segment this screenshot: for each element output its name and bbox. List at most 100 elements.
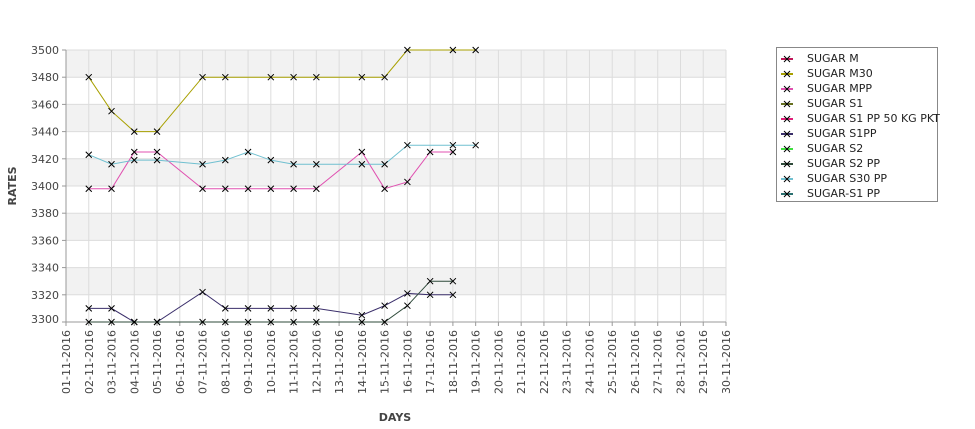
legend-marker-icon	[783, 55, 791, 62]
data-point-marker	[244, 185, 252, 193]
data-point-marker	[404, 178, 411, 186]
data-point-marker	[267, 318, 275, 326]
legend-item: SUGAR-S1 PP	[781, 186, 937, 201]
data-point-marker	[290, 305, 297, 312]
series-sugar-mpp	[85, 148, 457, 193]
data-point-marker	[130, 148, 138, 156]
data-point-marker	[449, 277, 457, 285]
y-tick-label: 3320	[31, 289, 59, 302]
data-point-marker	[472, 141, 480, 149]
y-tick-label: 3480	[31, 71, 59, 84]
x-tick-label: 13-11-2016	[333, 330, 346, 394]
data-point-marker	[404, 302, 411, 310]
x-tick-label: 20-11-2016	[492, 330, 505, 394]
grid-band	[66, 104, 726, 132]
data-point-marker	[290, 318, 297, 326]
y-tick-label: 3440	[31, 126, 59, 139]
legend-marker-icon	[783, 85, 791, 92]
x-tick-label: 27-11-2016	[652, 330, 665, 394]
data-point-marker	[244, 305, 252, 312]
data-point-marker	[199, 73, 206, 81]
legend: SUGAR M SUGAR M30 SUGAR MPP SUGAR S1 SUGAR S…	[776, 47, 940, 202]
data-point-marker	[221, 73, 229, 81]
series-sugar-m30	[85, 46, 480, 135]
legend-label: SUGAR S1 PP 50 KG PKT	[807, 112, 940, 125]
legend-swatch-icon	[781, 130, 793, 137]
y-tick-label: 3300	[31, 313, 59, 326]
data-point-marker	[108, 160, 115, 168]
data-point-marker	[108, 107, 115, 115]
data-point-marker	[358, 148, 366, 156]
legend-swatch-icon	[781, 55, 793, 62]
x-tick-label: 29-11-2016	[697, 330, 710, 394]
y-tick-label: 3460	[31, 98, 59, 111]
data-point-marker	[153, 318, 161, 326]
data-point-marker	[108, 318, 115, 326]
data-point-marker	[85, 73, 93, 81]
data-point-marker	[130, 156, 138, 164]
series-line	[88, 49, 476, 133]
data-point-marker	[426, 148, 434, 156]
data-point-marker	[221, 318, 229, 326]
data-point-marker	[290, 73, 297, 81]
data-point-marker	[358, 311, 366, 319]
data-point-marker	[153, 156, 161, 164]
x-tick-label: 14-11-2016	[356, 330, 369, 394]
legend-marker-icon	[783, 100, 791, 107]
x-tick-label: 15-11-2016	[379, 330, 392, 394]
x-axis-label: DAYS	[379, 411, 412, 424]
data-point-marker	[221, 156, 229, 164]
data-point-marker	[449, 148, 457, 156]
legend-item: SUGAR S1PP	[781, 126, 937, 141]
data-point-marker	[267, 305, 275, 312]
y-tick-label: 3420	[31, 153, 59, 166]
x-tick-label: 22-11-2016	[538, 330, 551, 394]
legend-marker-icon	[783, 130, 791, 137]
data-point-marker	[426, 277, 434, 285]
x-tick-label: 06-11-2016	[174, 330, 187, 394]
y-axis-label: RATES	[6, 166, 19, 205]
data-point-marker	[404, 46, 411, 54]
legend-marker-icon	[783, 175, 791, 182]
legend-label: SUGAR S30 PP	[807, 172, 887, 185]
data-point-marker	[130, 128, 138, 135]
legend-marker-icon	[783, 190, 791, 197]
x-tick-label: 04-11-2016	[128, 330, 141, 394]
legend-item: SUGAR S1	[781, 96, 937, 111]
data-point-marker	[221, 185, 229, 193]
x-tick-label: 28-11-2016	[674, 330, 687, 394]
data-point-marker	[381, 73, 388, 81]
legend-swatch-icon	[781, 70, 793, 77]
x-tick-label: 05-11-2016	[151, 330, 164, 394]
x-tick-label: 12-11-2016	[310, 330, 323, 394]
x-tick-label: 08-11-2016	[219, 330, 232, 394]
data-point-marker	[381, 160, 388, 168]
legend-label: SUGAR S2 PP	[807, 157, 880, 170]
legend-label: SUGAR M30	[807, 67, 873, 80]
legend-label: SUGAR S1	[807, 97, 864, 110]
y-tick-label: 3380	[31, 207, 59, 220]
x-tick-label: 23-11-2016	[561, 330, 574, 394]
data-point-marker	[312, 185, 320, 193]
data-point-marker	[312, 305, 320, 312]
series-sugar-s30-pp	[85, 141, 480, 168]
data-point-marker	[267, 185, 275, 193]
legend-label: SUGAR S1PP	[807, 127, 877, 140]
data-point-marker	[358, 73, 366, 81]
x-tick-label: 07-11-2016	[197, 330, 210, 394]
data-point-marker	[312, 160, 320, 168]
data-point-marker	[130, 318, 138, 326]
x-tick-label: 19-11-2016	[470, 330, 483, 394]
data-point-marker	[449, 291, 457, 299]
legend-item: SUGAR MPP	[781, 81, 937, 96]
data-point-marker	[312, 318, 320, 326]
legend-label: SUGAR M	[807, 52, 859, 65]
data-point-marker	[199, 288, 206, 296]
x-tick-label: 17-11-2016	[424, 330, 437, 394]
data-point-marker	[199, 318, 206, 326]
data-point-marker	[153, 128, 161, 135]
data-point-marker	[290, 160, 297, 168]
data-point-marker	[358, 318, 366, 326]
grid-band	[66, 158, 726, 186]
